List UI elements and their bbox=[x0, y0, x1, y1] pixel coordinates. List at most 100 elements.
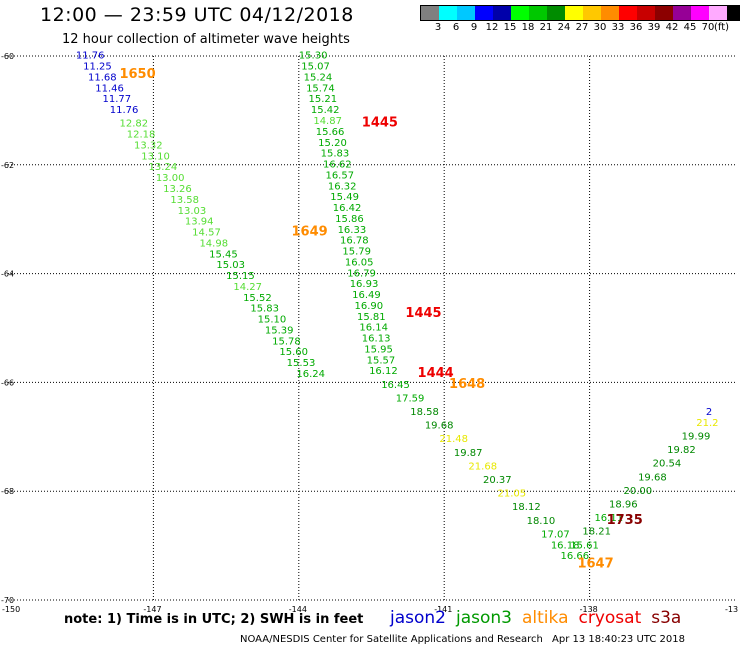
data-point-label: 16.12 bbox=[369, 366, 398, 377]
data-point-label: 15.57 bbox=[367, 355, 396, 366]
color-swatch bbox=[565, 6, 583, 20]
data-point-label: 12.18 bbox=[127, 130, 156, 141]
data-point-label: 15.86 bbox=[335, 214, 364, 225]
legend-item: cryosat bbox=[578, 608, 642, 628]
color-scale-label: 36 bbox=[629, 22, 643, 33]
data-point-label: 16.45 bbox=[381, 380, 410, 391]
color-scale-unit: (ft) bbox=[714, 22, 730, 33]
data-point-label: 16.11 bbox=[594, 513, 623, 524]
y-tick-label: -60 bbox=[1, 52, 14, 61]
data-point-label: 16.90 bbox=[355, 301, 384, 312]
color-scale-label: 12 bbox=[485, 22, 499, 33]
footer-timestamp: Apr 13 18:40:23 UTC 2018 bbox=[552, 634, 685, 645]
data-point-label: 13.10 bbox=[141, 151, 170, 162]
color-scale-label: 24 bbox=[557, 22, 571, 33]
data-point-label: 15.20 bbox=[318, 138, 347, 149]
data-point-label: 20.00 bbox=[624, 486, 653, 497]
data-point-label: 16.79 bbox=[347, 268, 376, 279]
color-scale-label: 3 bbox=[434, 22, 442, 33]
x-tick-label: -138 bbox=[580, 605, 598, 614]
data-point-label: 16.49 bbox=[352, 290, 381, 301]
data-point-label: 16.14 bbox=[359, 323, 388, 334]
data-point-label: 13.26 bbox=[163, 184, 192, 195]
data-point-label: 15.42 bbox=[311, 105, 340, 116]
data-point-label: 21.48 bbox=[439, 434, 468, 445]
data-point-label: 15.21 bbox=[308, 94, 337, 105]
color-swatch bbox=[457, 6, 475, 20]
data-point-label: 11.76 bbox=[110, 105, 139, 116]
data-point-label: 17.07 bbox=[541, 529, 570, 540]
data-point-label: 15.79 bbox=[342, 247, 371, 258]
color-scale-bar bbox=[420, 5, 740, 21]
data-point-label: 13.03 bbox=[178, 206, 207, 217]
data-point-label: 13.94 bbox=[185, 217, 214, 228]
data-point-label: 13.58 bbox=[170, 195, 199, 206]
color-swatch bbox=[529, 6, 547, 20]
data-point-label: 14.27 bbox=[233, 282, 262, 293]
data-point-label: 16.66 bbox=[561, 551, 590, 562]
y-tick-label: -68 bbox=[1, 487, 14, 496]
color-scale-label: 39 bbox=[647, 22, 661, 33]
data-point-label: 16.18 bbox=[551, 540, 580, 551]
data-point-label: 18.10 bbox=[527, 516, 556, 527]
color-scale-label: 70 bbox=[701, 22, 715, 33]
color-swatch bbox=[511, 6, 529, 20]
color-swatch bbox=[439, 6, 457, 20]
data-point-label: 15.45 bbox=[209, 249, 238, 260]
data-point-label: 20.54 bbox=[653, 459, 682, 470]
data-point-label: 13.32 bbox=[134, 140, 163, 151]
data-point-label: 13.00 bbox=[156, 173, 185, 184]
data-point-label: 15.30 bbox=[299, 51, 328, 62]
data-point-label: 15.78 bbox=[272, 336, 301, 347]
data-point-label: 16.32 bbox=[328, 181, 357, 192]
color-scale-label: 15 bbox=[503, 22, 517, 33]
data-point-label: 19.99 bbox=[682, 432, 711, 443]
data-point-label: 11.77 bbox=[103, 94, 132, 105]
color-swatch bbox=[583, 6, 601, 20]
data-point-label: 16.78 bbox=[340, 236, 369, 247]
data-point-label: 15.66 bbox=[316, 127, 345, 138]
data-point-label: 16.13 bbox=[362, 334, 391, 345]
track-time-label: 1445 bbox=[405, 306, 441, 321]
data-point-label: 2 bbox=[706, 407, 712, 418]
data-point-label: 13.24 bbox=[149, 162, 178, 173]
x-tick-label: -147 bbox=[143, 605, 161, 614]
legend-item: jason3 bbox=[456, 608, 512, 628]
note-text: note: 1) Time is in UTC; 2) SWH is in fe… bbox=[64, 612, 364, 627]
color-swatch bbox=[547, 6, 565, 20]
color-scale-label: 6 bbox=[452, 22, 460, 33]
data-point-label: 14.98 bbox=[199, 238, 228, 249]
data-point-label: 14.57 bbox=[192, 228, 221, 239]
color-swatch bbox=[493, 6, 511, 20]
data-point-label: 15.61 bbox=[570, 540, 599, 551]
y-tick-label: -64 bbox=[1, 270, 14, 279]
color-swatch bbox=[637, 6, 655, 20]
data-point-label: 15.81 bbox=[357, 312, 386, 323]
data-point-label: 21.2 bbox=[696, 418, 718, 429]
page-subtitle: 12 hour collection of altimeter wave hei… bbox=[62, 32, 350, 47]
data-point-label: 15.52 bbox=[243, 293, 272, 304]
y-tick-label: -70 bbox=[1, 596, 14, 605]
color-scale-label: 21 bbox=[539, 22, 553, 33]
data-point-label: 11.25 bbox=[83, 62, 112, 73]
track-time-label: 1649 bbox=[292, 225, 328, 240]
color-scale-label: 9 bbox=[470, 22, 478, 33]
color-scale-label: 42 bbox=[665, 22, 679, 33]
data-point-label: 15.10 bbox=[258, 315, 287, 326]
color-scale-label: 30 bbox=[593, 22, 607, 33]
data-point-label: 15.03 bbox=[216, 260, 245, 271]
color-swatch bbox=[601, 6, 619, 20]
data-point-label: 21.68 bbox=[468, 461, 497, 472]
color-swatch bbox=[655, 6, 673, 20]
data-point-label: 14.87 bbox=[313, 116, 342, 127]
data-point-label: 19.87 bbox=[454, 448, 483, 459]
color-scale-labels: 3 6 9 12 15 18 21 24 27 30 33 36 39 42 45 70 bbox=[420, 22, 740, 34]
color-swatch bbox=[421, 6, 439, 20]
color-scale-label: 27 bbox=[575, 22, 589, 33]
data-point-label: 11.46 bbox=[95, 83, 124, 94]
color-swatch bbox=[727, 6, 740, 20]
data-point-label: 19.68 bbox=[638, 472, 667, 483]
track-time-label: 1445 bbox=[362, 116, 398, 131]
data-point-label: 15.15 bbox=[226, 271, 255, 282]
